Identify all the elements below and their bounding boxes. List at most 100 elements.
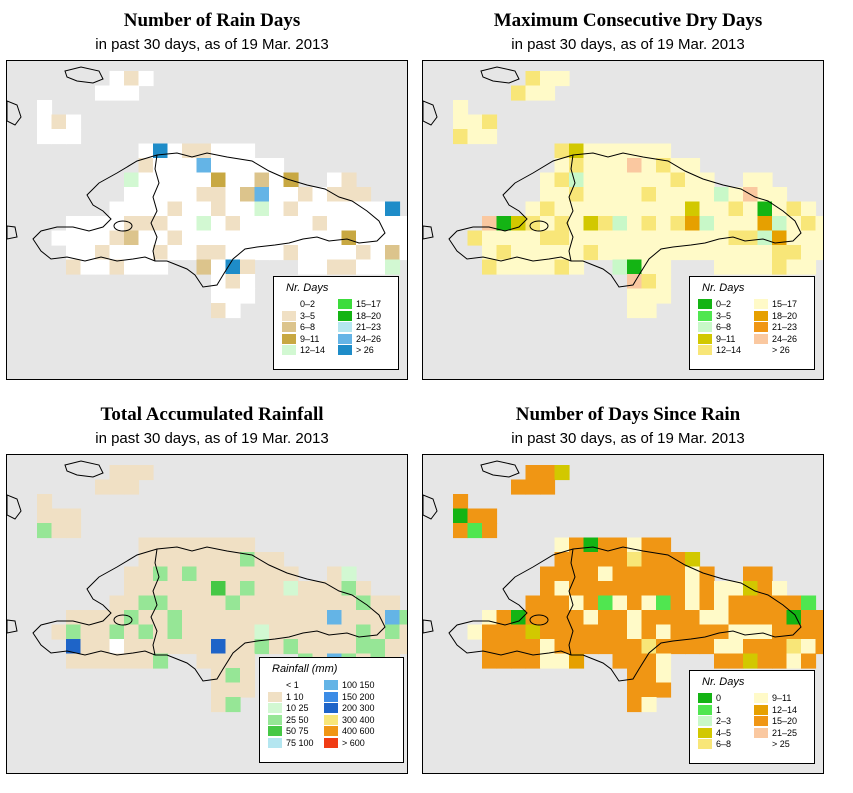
legend-swatch xyxy=(338,299,352,309)
grid-cell xyxy=(699,610,715,626)
grid-cell xyxy=(511,216,527,232)
grid-cell xyxy=(327,201,343,217)
grid-cell xyxy=(240,668,256,684)
islet-outline xyxy=(423,225,434,240)
legend-swatch xyxy=(268,703,282,713)
grid-cell xyxy=(370,259,386,275)
legend-swatch xyxy=(698,716,712,726)
grid-cell xyxy=(80,230,96,246)
grid-cell xyxy=(627,552,643,568)
grid-cell xyxy=(583,537,599,553)
grid-cell xyxy=(167,595,183,611)
grid-cell xyxy=(138,610,154,626)
grid-cell xyxy=(540,201,556,217)
grid-cell xyxy=(124,259,140,275)
grid-cell xyxy=(641,288,657,304)
grid-cell xyxy=(656,639,672,655)
grid-cell xyxy=(583,595,599,611)
grid-cell xyxy=(240,143,256,159)
legend-label: 1 10 xyxy=(286,691,304,702)
grid-cell xyxy=(569,610,585,626)
grid-cell xyxy=(225,653,241,669)
grid-cell xyxy=(801,230,817,246)
grid-cell xyxy=(743,201,759,217)
grid-cell xyxy=(356,639,372,655)
grid-cell xyxy=(341,245,357,261)
grid-cell xyxy=(254,552,270,568)
grid-cell xyxy=(496,259,512,275)
grid-cell xyxy=(714,610,730,626)
grid-cell xyxy=(728,201,744,217)
legend-label: 6–8 xyxy=(716,322,732,332)
grid-cell xyxy=(225,303,241,319)
grid-cell xyxy=(815,624,823,640)
grid-cell xyxy=(641,187,657,203)
grid-cell xyxy=(641,259,657,275)
grid-cell xyxy=(153,230,169,246)
grid-cell xyxy=(772,639,788,655)
grid-cell xyxy=(153,216,169,232)
grid-cell xyxy=(240,537,256,553)
hispaniola-map xyxy=(423,66,823,319)
grid-cell xyxy=(670,216,686,232)
grid-cell xyxy=(211,230,227,246)
grid-cell xyxy=(569,259,585,275)
grid-cell xyxy=(240,288,256,304)
legend-swatch xyxy=(698,739,712,749)
grid-cell xyxy=(569,639,585,655)
grid-cell xyxy=(225,216,241,232)
grid-cell xyxy=(95,479,111,495)
grid-cell xyxy=(540,581,556,597)
grid-cell xyxy=(554,143,570,159)
grid-cell xyxy=(312,216,328,232)
grid-cell xyxy=(670,610,686,626)
legend-swatch xyxy=(754,310,768,321)
grid-cell xyxy=(496,216,512,232)
grid-cell xyxy=(167,230,183,246)
grid-cell xyxy=(341,201,357,217)
grid-cell xyxy=(627,624,643,640)
grid-cell xyxy=(598,216,614,232)
legend-label: 25 50 xyxy=(286,714,309,725)
hispaniola-map xyxy=(423,460,823,713)
grid-cell xyxy=(124,201,140,217)
grid-cell xyxy=(569,537,585,553)
legend-label: 15–20 xyxy=(772,716,798,726)
grid-cell xyxy=(356,624,372,640)
grid-cell xyxy=(496,639,512,655)
grid-cell xyxy=(612,624,628,640)
grid-cell xyxy=(240,682,256,698)
grid-cell xyxy=(815,639,823,655)
grid-cell xyxy=(670,230,686,246)
grid-cell xyxy=(196,595,212,611)
grid-cell xyxy=(66,508,82,524)
grid-cell xyxy=(153,610,169,626)
grid-cell xyxy=(254,566,270,582)
grid-cell xyxy=(196,259,212,275)
legend-label: 0 xyxy=(716,693,722,703)
grid-cell xyxy=(124,465,140,481)
grid-cell xyxy=(656,201,672,217)
grid-cell xyxy=(641,143,657,159)
grid-cell xyxy=(641,216,657,232)
panel-subtitle: in past 30 days, as of 19 Mar. 2013 xyxy=(95,430,329,447)
grid-cell xyxy=(356,230,372,246)
grid-cell xyxy=(167,552,183,568)
grid-cell xyxy=(743,259,759,275)
grid-cell xyxy=(525,610,541,626)
grid-cell xyxy=(496,610,512,626)
grid-cell xyxy=(627,653,643,669)
grid-cell xyxy=(138,653,154,669)
grid-cell xyxy=(225,624,241,640)
grid-cell xyxy=(225,697,241,713)
grid-cell xyxy=(728,216,744,232)
grid-cell xyxy=(801,216,817,232)
grid-cell xyxy=(51,508,67,524)
grid-cell xyxy=(51,230,67,246)
legend-title: Rainfall (mm) xyxy=(272,663,338,675)
legend-swatch xyxy=(698,345,712,355)
legend-swatch xyxy=(754,727,768,738)
grid-cell xyxy=(641,668,657,684)
grid-cell xyxy=(153,537,169,553)
grid-cell xyxy=(627,288,643,304)
